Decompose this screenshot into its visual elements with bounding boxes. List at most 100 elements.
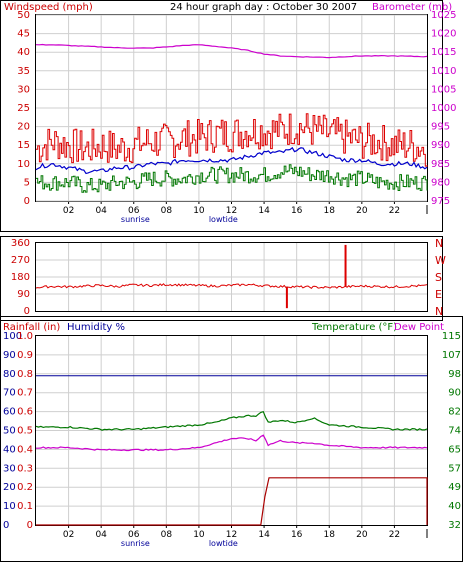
rainfall-tick-label: 0.5 xyxy=(17,426,33,437)
wind-hour-label: 18 xyxy=(324,206,336,216)
wind-hour-label: 14 xyxy=(258,206,270,216)
humidity-tick-label: 70 xyxy=(3,388,16,399)
barometer-tick-label: 995 xyxy=(431,122,450,133)
temperature-tick-label: 82 xyxy=(448,407,461,418)
direction-left-tick-label: 0 xyxy=(24,306,30,317)
barometer-tick-label: 985 xyxy=(431,159,450,170)
barometer-tick-label: 1010 xyxy=(431,66,456,77)
wind-left-tick-label: 35 xyxy=(17,66,30,77)
climate-hour-label: 14 xyxy=(258,530,270,540)
wind-panel-frame xyxy=(0,0,443,232)
wind-left-tick-label: 30 xyxy=(17,84,30,95)
temperature-tick-label: 65 xyxy=(448,444,461,455)
wind-left-tick-label: 0 xyxy=(24,196,30,207)
temperature-tick-label: 107 xyxy=(442,350,461,361)
compass-tick-label: N xyxy=(435,237,443,250)
temperature-tick-label: 40 xyxy=(448,501,461,512)
rainfall-tick-label: 0.2 xyxy=(17,482,33,493)
climate-hour-label: 02 xyxy=(63,530,74,540)
humidity-tick-label: 80 xyxy=(3,369,16,380)
climate-hour-label: 20 xyxy=(356,530,368,540)
barometer-tick-label: 1020 xyxy=(431,29,456,40)
humidity-tick-label: 50 xyxy=(3,426,16,437)
rainfall-tick-label: 0 xyxy=(27,520,33,531)
rainfall-tick-label: 0.7 xyxy=(17,388,33,399)
wind-sunrise-label: sunrise xyxy=(121,215,150,224)
wind-hour-label: 16 xyxy=(291,206,303,216)
compass-tick-label: N xyxy=(435,305,443,318)
barometer-axis-title: Barometer (mb) xyxy=(372,2,452,13)
wind-average-series-line xyxy=(35,146,428,175)
rainfall-tick-label: 0.6 xyxy=(17,407,33,418)
humidity-axis-title: Humidity % xyxy=(67,322,125,333)
temperature-series-line xyxy=(35,410,428,431)
temperature-tick-label: 74 xyxy=(448,426,461,437)
rainfall-series-line xyxy=(36,477,428,526)
wind-left-tick-label: 10 xyxy=(17,159,30,170)
humidity-tick-label: 40 xyxy=(3,444,16,455)
barometer-tick-label: 1000 xyxy=(431,103,456,114)
temperature-tick-label: 98 xyxy=(448,369,461,380)
temperature-tick-label: 90 xyxy=(448,388,461,399)
rainfall-tick-label: 0.9 xyxy=(17,350,33,361)
wind-hour-label: 22 xyxy=(389,206,400,216)
temperature-tick-label: 115 xyxy=(442,331,461,342)
temperature-tick-label: 57 xyxy=(448,463,461,474)
humidity-tick-label: 10 xyxy=(3,501,16,512)
windspeed-series-line xyxy=(36,113,428,167)
humidity-tick-label: 90 xyxy=(3,350,16,361)
humidity-tick-label: 20 xyxy=(3,482,16,493)
climate-hour-label: 04 xyxy=(95,530,107,540)
climate-sunrise-label: sunrise xyxy=(121,539,150,548)
barometer-tick-label: 1015 xyxy=(431,47,456,58)
wind-left-tick-label: 40 xyxy=(17,47,30,58)
wind-left-tick-label: 45 xyxy=(17,29,30,40)
wind-hour-label: 06 xyxy=(128,206,140,216)
direction-left-tick-label: 270 xyxy=(11,255,30,266)
climate-hour-label: 10 xyxy=(193,530,205,540)
climate-hour-label: 08 xyxy=(161,530,173,540)
wind-left-tick-label: 5 xyxy=(24,177,30,188)
direction-left-tick-label: 180 xyxy=(11,272,30,283)
barometer-tick-label: 1025 xyxy=(431,10,456,21)
page-title: 24 hour graph day : October 30 2007 xyxy=(170,2,357,13)
direction-left-tick-label: 90 xyxy=(17,289,30,300)
barometer-tick-label: 990 xyxy=(431,140,450,151)
wind-left-tick-label: 50 xyxy=(17,10,30,21)
wind-hour-label: 08 xyxy=(161,206,173,216)
wind-hour-label: 10 xyxy=(193,206,205,216)
compass-tick-label: S xyxy=(435,271,442,284)
climate-hour-label: 06 xyxy=(128,530,140,540)
climate-hour-label: 18 xyxy=(324,530,336,540)
rainfall-axis-title: Rainfall (in) xyxy=(3,322,60,333)
windspeed-axis-title: Windspeed (mph) xyxy=(4,2,93,13)
temperature-axis-title: Temperature (°F) xyxy=(311,322,397,333)
barometer-series-line xyxy=(35,43,428,59)
rainfall-tick-label: 1.0 xyxy=(17,331,33,342)
barometer-tick-label: 980 xyxy=(431,177,450,188)
climate-lowtide-label: lowtide xyxy=(209,539,238,548)
barometer-tick-label: 975 xyxy=(431,196,450,207)
direction-left-tick-label: 360 xyxy=(11,238,30,249)
wind-hour-label: 02 xyxy=(63,206,74,216)
rainfall-tick-label: 0.1 xyxy=(17,501,33,512)
wind-hour-label: 12 xyxy=(226,206,237,216)
wind-lowtide-label: lowtide xyxy=(209,215,238,224)
dewpoint-series-line xyxy=(36,434,428,452)
rainfall-tick-label: 0.3 xyxy=(17,463,33,474)
humidity-tick-label: 60 xyxy=(3,407,16,418)
wind-hour-label: 20 xyxy=(356,206,368,216)
compass-tick-label: E xyxy=(435,288,442,301)
wind-hour-label: 04 xyxy=(95,206,107,216)
rainfall-tick-label: 0.4 xyxy=(17,444,33,455)
wind-left-tick-label: 15 xyxy=(17,140,30,151)
barometer-tick-label: 1005 xyxy=(431,84,456,95)
humidity-tick-label: 100 xyxy=(3,331,22,342)
temperature-tick-label: 49 xyxy=(448,482,461,493)
dewpoint-axis-title: Dew Point xyxy=(394,322,444,333)
direction-plot-area xyxy=(35,242,428,312)
humidity-tick-label: 0 xyxy=(3,520,9,531)
climate-hour-label: 12 xyxy=(226,530,237,540)
